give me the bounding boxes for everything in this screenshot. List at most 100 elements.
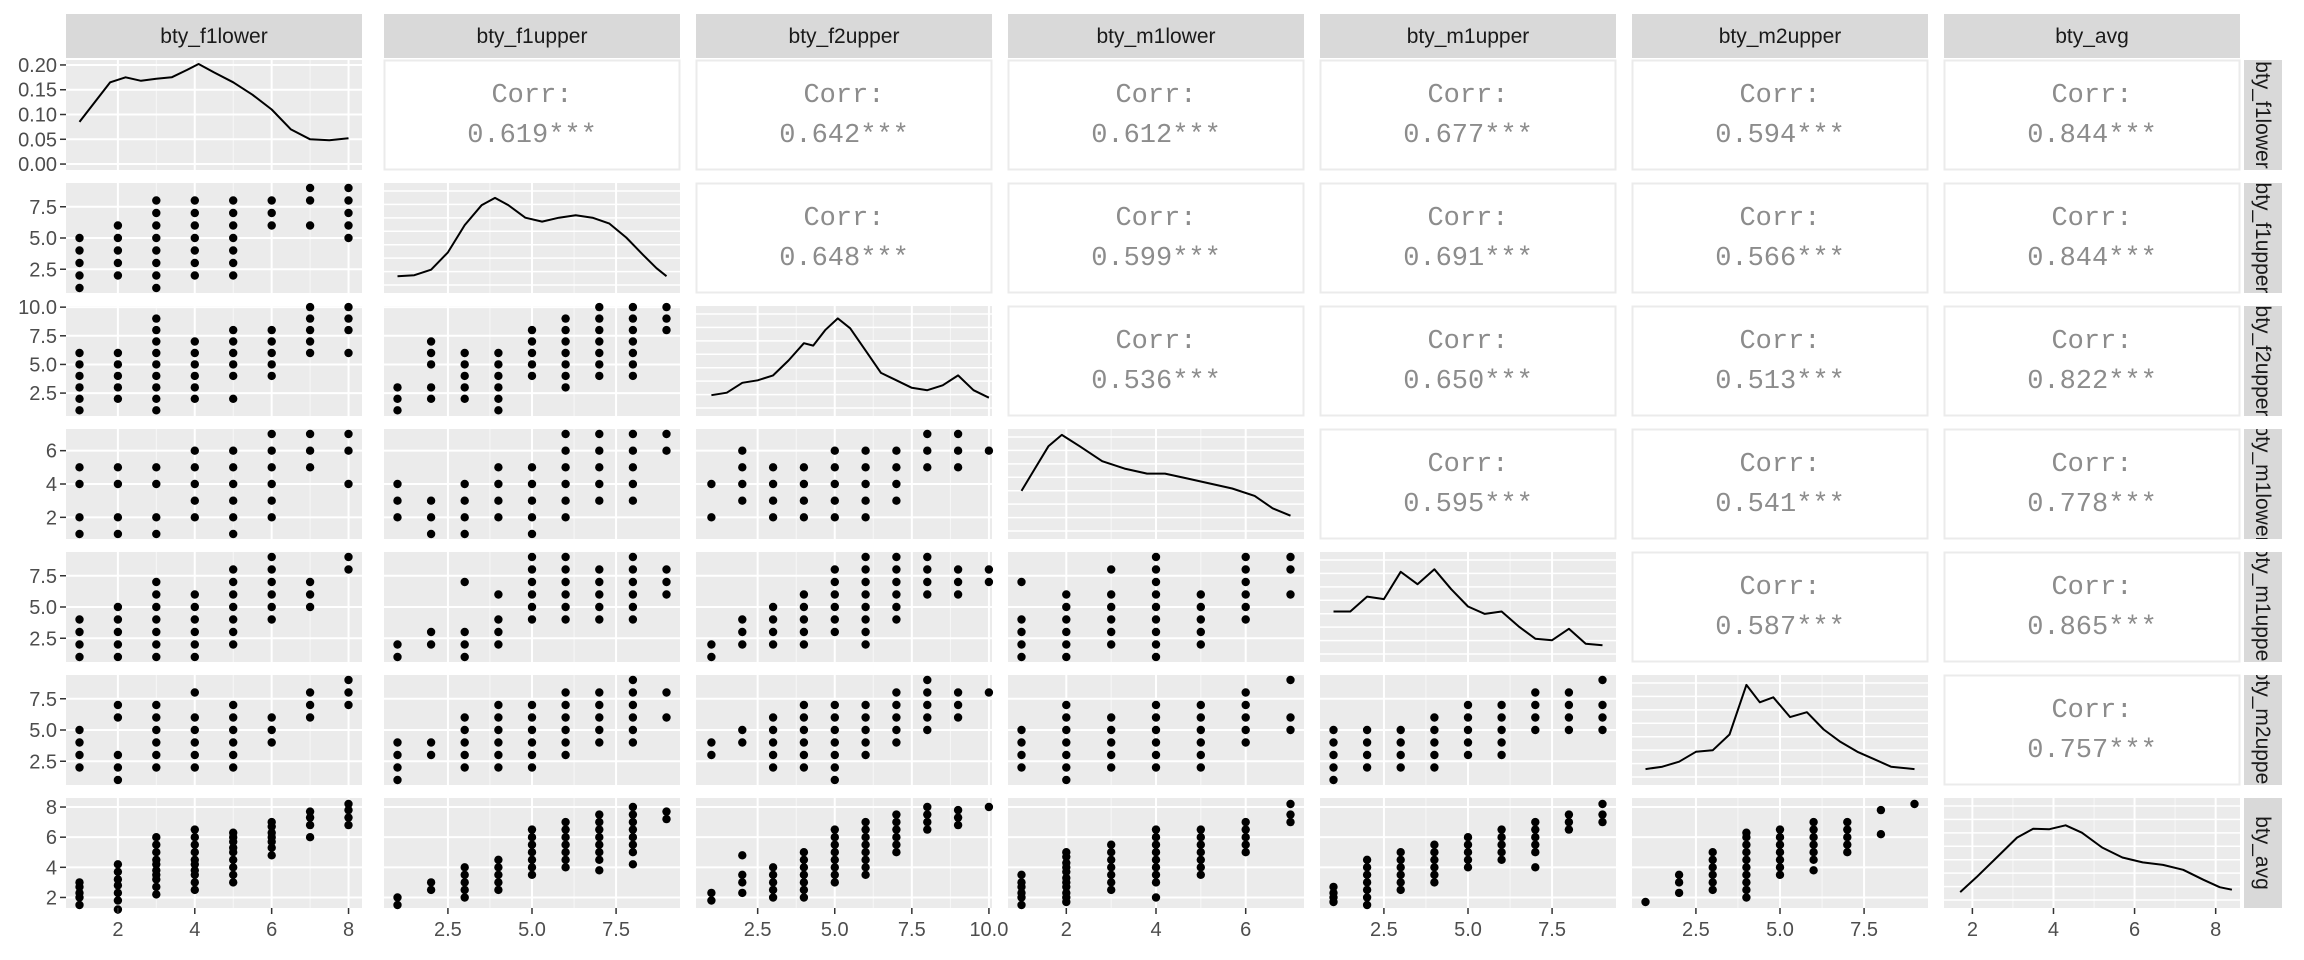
scatter-point bbox=[305, 196, 315, 205]
scatter-point bbox=[1151, 893, 1161, 902]
scatter-point bbox=[1463, 750, 1473, 760]
scatter-point bbox=[628, 590, 638, 599]
scatter-point bbox=[1017, 870, 1026, 879]
scatter-point bbox=[1531, 817, 1540, 827]
scatter-point bbox=[1430, 725, 1439, 735]
scatter-point bbox=[892, 496, 901, 505]
scatter-point bbox=[190, 688, 199, 697]
panel-grid bbox=[1008, 429, 1304, 539]
scatter-point bbox=[152, 890, 161, 899]
scatter-point bbox=[768, 725, 778, 735]
scatter-point bbox=[229, 615, 238, 624]
scatter-point bbox=[830, 590, 839, 599]
row-strip-bty_m1upper bbox=[2244, 552, 2282, 662]
scatter-point bbox=[1497, 713, 1506, 722]
scatter-point bbox=[229, 565, 238, 574]
scatter-point bbox=[527, 602, 537, 612]
scatter-point bbox=[1241, 688, 1250, 697]
scatter-point bbox=[892, 840, 901, 849]
scatter-point bbox=[426, 738, 436, 747]
scatter-point bbox=[344, 208, 353, 218]
scatter-point bbox=[1564, 725, 1574, 735]
scatter-point bbox=[393, 750, 402, 760]
scatter-point bbox=[799, 463, 809, 472]
row-strip-bty_avg bbox=[2244, 798, 2282, 908]
scatter-point bbox=[1362, 763, 1372, 772]
scatter-point bbox=[595, 577, 604, 587]
scatter-points bbox=[707, 675, 994, 785]
scatter-point bbox=[799, 855, 809, 864]
corr-panel bbox=[1943, 182, 2241, 294]
x-tick-label: 7.5 bbox=[1850, 919, 1878, 941]
scatter-point bbox=[460, 383, 469, 392]
scatter-point bbox=[1362, 885, 1372, 895]
corr-panel bbox=[1943, 59, 2241, 171]
scatter-point bbox=[662, 814, 671, 824]
scatter-point bbox=[1017, 900, 1026, 910]
scatter-point bbox=[1775, 848, 1785, 857]
scatter-point bbox=[75, 371, 84, 381]
scatter-point bbox=[113, 383, 123, 392]
scatter-point bbox=[152, 360, 161, 369]
scatter-point bbox=[628, 348, 638, 358]
scatter-point bbox=[113, 867, 123, 876]
scatter-point bbox=[1329, 750, 1338, 760]
scatter-points bbox=[393, 802, 671, 910]
scatter-point bbox=[1876, 805, 1886, 815]
scatter-point bbox=[799, 513, 809, 522]
scatter-point bbox=[267, 817, 276, 827]
scatter-point bbox=[1809, 833, 1818, 842]
x-tick-label: 5.0 bbox=[1766, 919, 1794, 941]
strip-bty_f1lower bbox=[66, 14, 362, 58]
scatter-point bbox=[267, 577, 276, 587]
corr-label: Corr: bbox=[1427, 327, 1508, 357]
scatter-point bbox=[1017, 577, 1026, 587]
scatter-point bbox=[861, 479, 870, 489]
x-tick-label: 2 bbox=[1967, 919, 1978, 941]
scatter-point bbox=[1107, 725, 1116, 735]
y-tick-label: 8 bbox=[46, 797, 57, 819]
scatter-point bbox=[628, 738, 638, 747]
scatter-point bbox=[561, 863, 570, 872]
scatter-point bbox=[75, 479, 84, 489]
scatter-point bbox=[229, 246, 238, 255]
scatter-point bbox=[1107, 565, 1116, 574]
corr-label: Corr: bbox=[2051, 327, 2132, 357]
scatter-point bbox=[861, 848, 870, 857]
scatter-point bbox=[494, 371, 503, 381]
scatter-point bbox=[953, 713, 963, 722]
scatter-point bbox=[1430, 870, 1439, 879]
scatter-point bbox=[1708, 848, 1717, 857]
scatter-point bbox=[393, 406, 402, 415]
scatter-points bbox=[1017, 799, 1295, 910]
scatter-point bbox=[1598, 799, 1607, 809]
scatter-point bbox=[1196, 750, 1206, 760]
scatter-point bbox=[152, 348, 161, 358]
scatter-point bbox=[152, 325, 161, 335]
scatter-point bbox=[229, 196, 238, 205]
scatter-point bbox=[1708, 878, 1717, 887]
scatter-point bbox=[595, 713, 604, 722]
scatter-point bbox=[460, 371, 469, 381]
scatter-point bbox=[527, 325, 537, 335]
scatter-points bbox=[707, 429, 994, 522]
scatter-point bbox=[1497, 833, 1506, 842]
scatter-point bbox=[1329, 725, 1338, 735]
scatter-point bbox=[229, 878, 238, 887]
scatter-point bbox=[1775, 863, 1785, 872]
scatter-point bbox=[229, 640, 238, 649]
scatter-point bbox=[1286, 713, 1295, 722]
scatter-points bbox=[1017, 675, 1295, 785]
scatter-point bbox=[1742, 848, 1751, 857]
scatter-point bbox=[1531, 700, 1540, 710]
scatter-point bbox=[152, 246, 161, 255]
y-tick-label: 5.0 bbox=[29, 720, 57, 742]
scatter-point bbox=[113, 348, 123, 358]
scatter-point bbox=[113, 394, 123, 403]
scatter-point bbox=[1742, 863, 1751, 872]
scatter-point bbox=[527, 348, 537, 358]
scatter-point bbox=[152, 479, 161, 489]
corr-value: 0.612*** bbox=[1091, 121, 1221, 151]
strip-bty_m2upper bbox=[1632, 14, 1928, 58]
scatter-point bbox=[595, 825, 604, 834]
